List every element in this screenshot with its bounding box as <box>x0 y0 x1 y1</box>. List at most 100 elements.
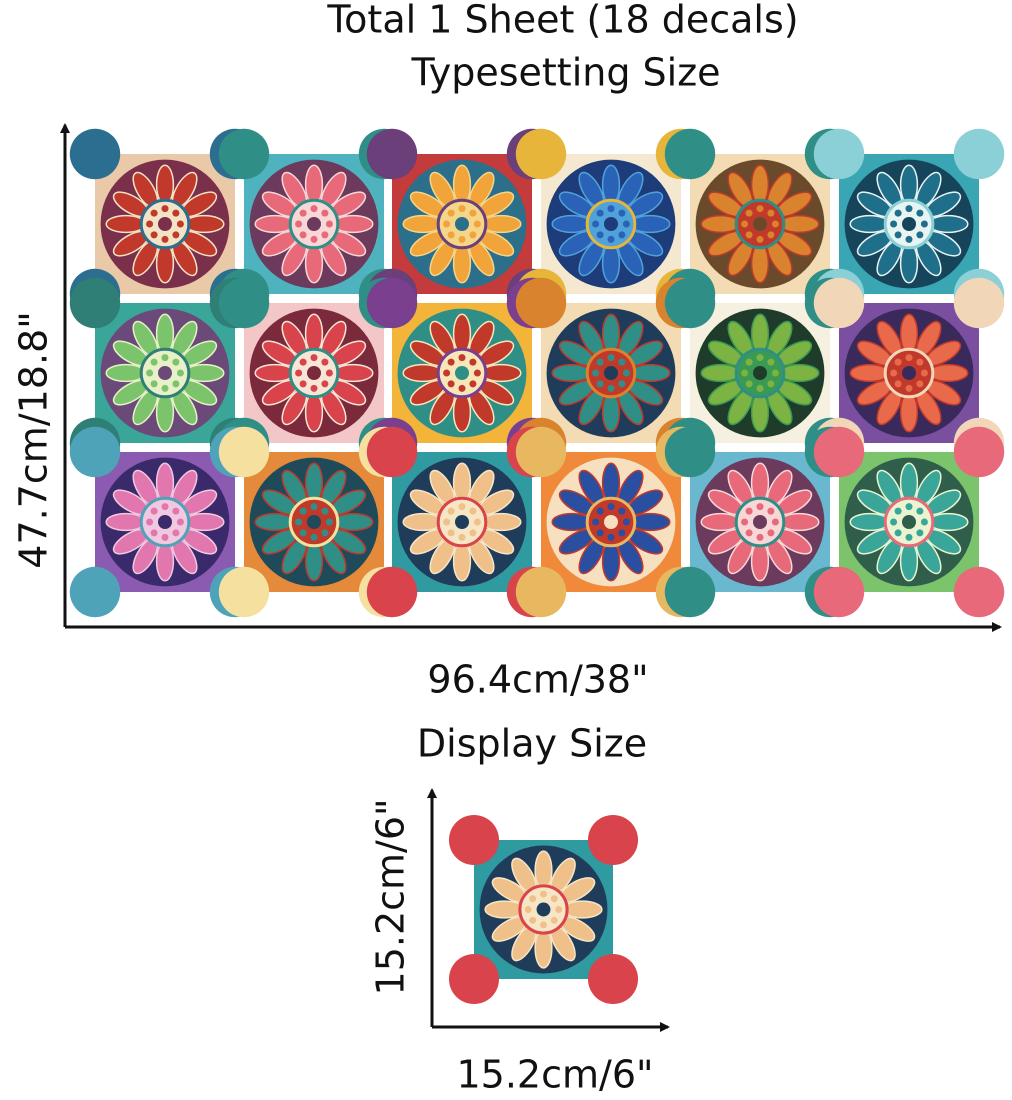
tile-dot <box>458 384 466 392</box>
tile-dot <box>767 529 775 537</box>
tile-dot <box>916 358 924 366</box>
tile-center <box>455 366 469 380</box>
tile-dot <box>310 205 318 213</box>
tile-dot <box>618 231 626 239</box>
tile-center <box>902 217 916 231</box>
tile-center <box>604 366 618 380</box>
tile-dot <box>916 380 924 388</box>
tile-center <box>604 515 618 529</box>
tile-corner <box>664 128 716 180</box>
tile-dot <box>622 369 630 377</box>
tile-petal <box>105 214 147 234</box>
tile-dot <box>150 380 158 388</box>
tile-dot <box>295 369 303 377</box>
tile-dot <box>767 380 775 388</box>
tile-dot <box>596 507 604 515</box>
tile-dot <box>618 529 626 537</box>
tile-petal <box>899 391 919 433</box>
tile-petal <box>750 462 770 504</box>
tile-dot <box>607 205 615 213</box>
tile-petal <box>778 214 820 234</box>
tile-grid <box>69 128 1005 618</box>
tile-dot <box>767 507 775 515</box>
tile-center <box>158 515 172 529</box>
tile-dot <box>607 235 615 243</box>
tile-center <box>455 217 469 231</box>
tile-dot <box>524 906 532 913</box>
tile-corner <box>953 566 1005 618</box>
tile <box>664 277 856 469</box>
tile-center <box>902 515 916 529</box>
tile-center <box>307 515 321 529</box>
tile-dot <box>176 369 184 377</box>
display-height-label: 15.2cm/6" <box>369 799 413 996</box>
tile-corner <box>218 277 270 329</box>
tile-dot <box>745 380 753 388</box>
tile-dot <box>321 231 329 239</box>
tile-dot <box>325 518 333 526</box>
tile-dot <box>756 533 764 541</box>
tile-dot <box>172 507 180 515</box>
tile-petal <box>304 540 324 582</box>
tile-dot <box>618 209 626 217</box>
tile-dot <box>458 503 466 511</box>
tile-dot <box>146 220 154 228</box>
tile-corner <box>587 814 639 866</box>
tile-dot <box>540 921 547 929</box>
tile-petal <box>899 164 919 206</box>
tile-petal <box>254 512 296 532</box>
tile-petal <box>601 164 621 206</box>
tile-dot <box>916 507 924 515</box>
tile-petal <box>899 313 919 355</box>
tile-dot <box>894 507 902 515</box>
tile-dot <box>550 916 558 924</box>
tile-dot <box>916 231 924 239</box>
tile-corner <box>813 128 865 180</box>
tile-petal <box>601 462 621 504</box>
tile-petal <box>778 512 820 532</box>
tile-petal <box>899 540 919 582</box>
tile-corner <box>587 953 639 1005</box>
tile-center <box>753 366 767 380</box>
tile-dot <box>295 518 303 526</box>
tile-petal <box>452 313 472 355</box>
tile-petal <box>155 462 175 504</box>
tile-dot <box>161 235 169 243</box>
tile-dot <box>756 205 764 213</box>
tile-petal <box>551 214 593 234</box>
tile-corner <box>69 128 121 180</box>
tile-dot <box>150 507 158 515</box>
tile-petal <box>551 363 593 383</box>
tile-dot <box>745 209 753 217</box>
tile-dot <box>447 358 455 366</box>
tile-dot <box>890 369 898 377</box>
display-width-label: 15.2cm/6" <box>457 1053 654 1097</box>
tile-dot <box>905 235 913 243</box>
tile-petal <box>105 512 147 532</box>
tile-dot <box>618 380 626 388</box>
tile-petal <box>601 540 621 582</box>
tile-center <box>753 217 767 231</box>
tile-dot <box>295 220 303 228</box>
tile-dot <box>920 518 928 526</box>
display-tile <box>448 814 639 1005</box>
tile-dot <box>458 354 466 362</box>
tile-dot <box>299 231 307 239</box>
tile-dot <box>890 220 898 228</box>
tile-dot <box>473 369 481 377</box>
tile-petal <box>601 242 621 284</box>
tile-dot <box>150 231 158 239</box>
tile-corner <box>69 426 121 478</box>
tile-center <box>753 515 767 529</box>
tile-dot <box>161 205 169 213</box>
tile-dot <box>618 358 626 366</box>
tile-dot <box>469 231 477 239</box>
height-label: 47.7cm/18.8" <box>12 311 56 568</box>
tile-petal <box>304 313 324 355</box>
tile-petal <box>778 363 820 383</box>
tile-petal <box>304 242 324 284</box>
tile-dot <box>607 503 615 511</box>
tile-petal <box>155 540 175 582</box>
